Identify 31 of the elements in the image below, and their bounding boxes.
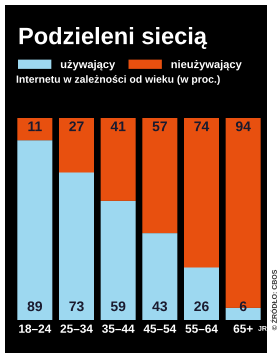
x-tick-label: 45–54 — [144, 324, 176, 333]
chart-subtitle: Internetu w zależności od wieku (w proc.) — [16, 75, 220, 85]
x-tick-label: 55–64 — [185, 324, 218, 333]
bar — [100, 118, 136, 201]
data-label: 41 — [110, 122, 126, 132]
data-label: 59 — [110, 301, 126, 312]
bar — [59, 172, 94, 320]
bar — [17, 140, 52, 320]
x-tick-label: 25–34 — [60, 324, 93, 333]
data-label: 73 — [69, 301, 84, 312]
x-tick-label: 35–44 — [102, 324, 135, 333]
x-tick-label: 18–24 — [19, 324, 52, 333]
bar — [59, 118, 94, 173]
bar — [100, 200, 136, 320]
legend-label: używający — [60, 60, 116, 70]
data-label: 26 — [194, 301, 209, 312]
data-label: 57 — [152, 122, 167, 132]
legend-label: nieużywający — [171, 60, 242, 70]
chart-title: Podzieleni siecią — [20, 26, 208, 50]
data-label: 43 — [152, 301, 168, 312]
data-label: 11 — [28, 122, 42, 132]
bar — [17, 118, 52, 140]
bar — [142, 118, 178, 234]
x-tick-label: 65+ — [234, 324, 253, 333]
bar — [184, 267, 219, 320]
bar — [184, 118, 219, 268]
data-label: 94 — [236, 121, 251, 132]
data-label: 27 — [69, 121, 84, 132]
bar — [142, 233, 178, 320]
data-label: 74 — [194, 122, 210, 132]
data-label: 89 — [28, 301, 42, 312]
